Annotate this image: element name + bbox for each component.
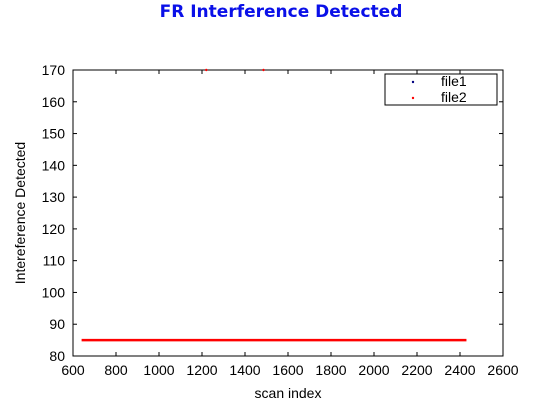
data-point-outlier [262,68,265,72]
chart-title: FR Interference Detected [160,2,403,22]
x-tick-label: 2200 [401,362,432,378]
y-tick-label: 120 [42,221,66,237]
legend-label-file2: file2 [441,89,467,105]
x-tick-label: 1600 [272,362,303,378]
y-tick-label: 160 [42,94,66,110]
series-layer [81,68,467,342]
legend-marker-file1 [411,80,415,84]
x-tick-label: 1400 [229,362,260,378]
plot-area [72,69,504,357]
y-tick-label: 90 [49,316,65,332]
x-axis-label: scan index [255,385,322,401]
y-tick-label: 100 [42,284,66,300]
y-axis-label: Intereference Detected [12,142,28,284]
legend-label-file1: file1 [441,73,467,89]
x-tick-label: 1800 [315,362,346,378]
y-tick-label: 170 [42,62,66,78]
legend-marker-file2 [411,96,415,100]
y-tick-label: 80 [49,348,65,364]
y-tick-label: 130 [42,189,66,205]
x-tick-label: 600 [61,362,85,378]
x-tick-label: 2600 [487,362,518,378]
y-axis-ticks: 80 90 100 110 120 130 140 150 160 170 [42,62,503,364]
y-tick-label: 140 [42,157,66,173]
x-tick-label: 1200 [186,362,217,378]
x-axis-ticks: 600 800 1000 1200 1400 1600 1800 2000 2200 2400 26… [61,70,519,378]
series-file2 [81,68,467,342]
legend-box [384,73,498,106]
x-tick-label: 2400 [444,362,475,378]
x-tick-label: 1000 [143,362,174,378]
data-point-outlier [205,68,208,72]
y-tick-label: 150 [42,126,66,142]
legend: file1 file2 [384,73,498,106]
x-tick-label: 800 [104,362,128,378]
x-tick-label: 2000 [358,362,389,378]
y-tick-label: 110 [43,253,66,269]
